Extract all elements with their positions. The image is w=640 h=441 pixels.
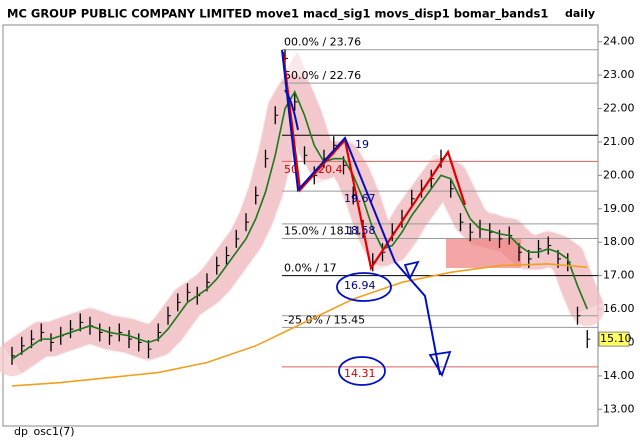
highlight-box (446, 238, 521, 268)
level-label: 15.0% / 18.11 (284, 225, 361, 238)
blue-circle (338, 356, 386, 386)
level-label: 50.0% / 22.76 (284, 69, 361, 82)
moving-average (11, 90, 588, 360)
y-tick-label: 18.00 (603, 235, 635, 248)
y-tick-label: 16.00 (603, 302, 635, 315)
annotation: 19 (355, 138, 369, 151)
blue-triangle (403, 260, 452, 378)
annotation: 18.58 (344, 224, 376, 237)
annotation: 50 (284, 163, 298, 176)
y-tick-label: 24.00 (603, 35, 635, 48)
chart-title: MC GROUP PUBLIC COMPANY LIMITED move1 ma… (7, 7, 548, 22)
red-drawing (281, 51, 467, 271)
annotation: 20.4 (318, 163, 343, 176)
period: daily (565, 7, 595, 20)
last-price-box (598, 331, 630, 347)
y-tick-label: 17.00 (603, 269, 635, 282)
long-average (11, 263, 588, 387)
annotation: 19.67 (344, 192, 376, 205)
level-label: -25.0% / 15.45 (284, 313, 365, 326)
level-label: 0.0% / 17 (284, 262, 337, 275)
annotation: 14.31 (344, 367, 376, 380)
footer: dp_osc1(7) (14, 425, 75, 437)
blue-circle (336, 272, 392, 302)
last-price-label: 15.10 (600, 332, 632, 345)
plot-frame (2, 24, 599, 427)
y-tick-label: 21.00 (603, 135, 635, 148)
level-label: 00.0% / 23.76 (284, 36, 361, 49)
y-tick-label: 14.00 (603, 369, 635, 382)
y-tick-label: 23.00 (603, 68, 635, 81)
y-tick-label: 22.00 (603, 102, 635, 115)
y-tick-label: 20.00 (603, 168, 635, 181)
annotation: 16.94 (344, 279, 376, 292)
y-tick-label: 19.00 (603, 202, 635, 215)
blue-drawing (281, 49, 441, 376)
y-tick-label: 13.00 (603, 402, 635, 415)
